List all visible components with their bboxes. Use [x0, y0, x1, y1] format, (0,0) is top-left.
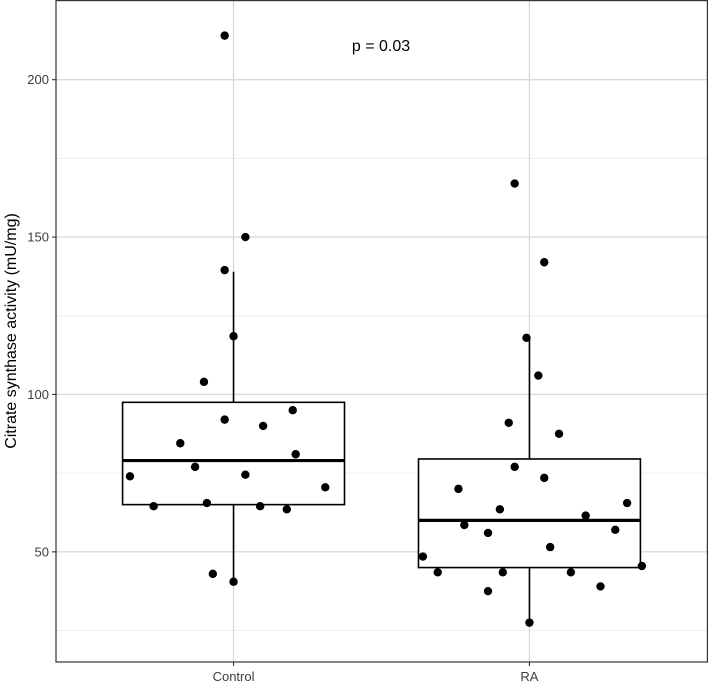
- box-iqr: [121, 401, 346, 506]
- data-point: [125, 472, 135, 481]
- axes: 50 100 150 200 Control RA: [27, 72, 539, 684]
- data-point: [504, 418, 513, 427]
- data-point: [229, 577, 238, 586]
- data-point: [258, 421, 268, 431]
- data-point: [498, 568, 508, 577]
- data-point: [220, 415, 229, 424]
- data-point: [229, 332, 238, 341]
- data-point: [460, 520, 469, 530]
- data-point: [545, 542, 555, 552]
- p-value-annotation: p = 0.03: [352, 38, 410, 55]
- data-point: [522, 333, 531, 342]
- y-tick-label: 50: [35, 544, 49, 559]
- y-axis-title: Citrate synthase activity (mU/mg): [3, 213, 20, 449]
- data-point: [510, 179, 519, 188]
- data-point: [534, 371, 543, 380]
- box-iqr: [417, 458, 642, 569]
- data-point: [525, 618, 534, 627]
- data-point: [540, 473, 549, 483]
- data-point: [282, 505, 292, 514]
- data-point: [566, 568, 576, 577]
- data-point: [554, 429, 564, 438]
- y-tick-label: 200: [27, 72, 49, 87]
- data-point: [190, 462, 200, 472]
- data-point: [483, 586, 493, 596]
- data-point: [241, 232, 250, 242]
- data-point: [495, 505, 505, 514]
- data-point: [483, 528, 493, 538]
- data-point: [199, 377, 209, 387]
- x-tick-label: RA: [520, 669, 538, 684]
- data-point: [596, 582, 605, 591]
- data-point: [611, 525, 620, 534]
- data-point: [433, 568, 442, 577]
- data-point: [220, 31, 229, 40]
- data-point: [220, 265, 229, 275]
- data-point: [622, 498, 632, 508]
- data-point: [291, 450, 300, 459]
- data-point: [208, 569, 218, 579]
- data-point: [149, 501, 158, 511]
- data-point: [241, 470, 250, 479]
- data-point: [581, 511, 590, 520]
- panel-border: [55, 0, 708, 663]
- y-tick-label: 100: [27, 387, 49, 402]
- data-point: [202, 498, 212, 508]
- data-point: [288, 405, 297, 415]
- data-point: [255, 501, 265, 511]
- data-point: [540, 258, 549, 267]
- data-point: [321, 483, 330, 492]
- data-points: [125, 31, 647, 627]
- data-point: [454, 484, 463, 494]
- y-tick-label: 150: [27, 230, 49, 245]
- x-tick-label: Control: [213, 669, 255, 684]
- data-point: [418, 552, 428, 561]
- boxes: [121, 271, 642, 623]
- data-point: [637, 561, 647, 571]
- data-point: [176, 439, 185, 448]
- data-point: [510, 462, 519, 472]
